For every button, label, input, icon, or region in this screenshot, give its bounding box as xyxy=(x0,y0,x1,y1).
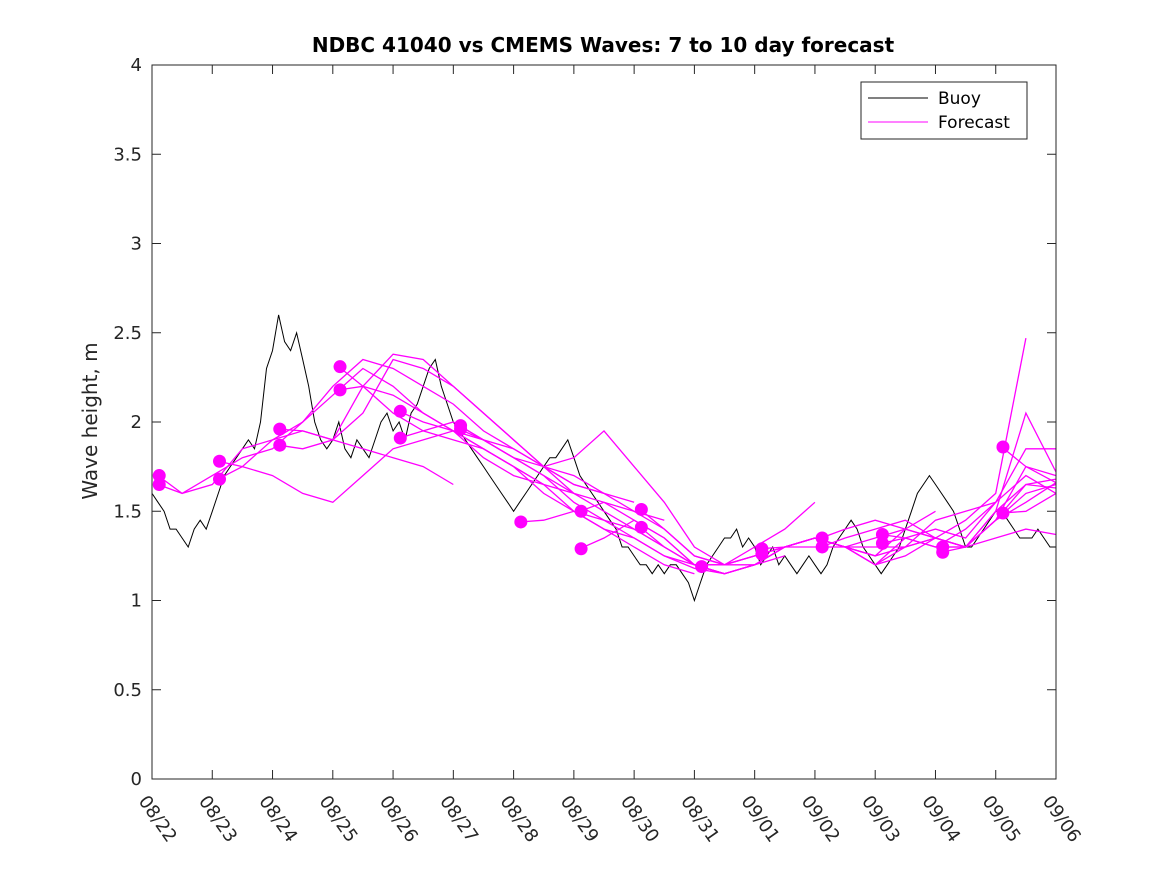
y-tick-label: 2 xyxy=(131,412,142,433)
y-tick-label: 4 xyxy=(131,55,142,76)
legend-forecast-label: Forecast xyxy=(938,113,1010,133)
forecast-series-line xyxy=(941,411,1057,548)
forecast-start-marker xyxy=(996,440,1010,454)
forecast-start-marker xyxy=(815,540,829,554)
y-tick-label: 1.5 xyxy=(113,501,142,522)
x-tick-label: 09/02 xyxy=(797,792,844,847)
y-tick-label: 0 xyxy=(131,769,142,790)
forecast-series-line xyxy=(760,528,1057,555)
x-tick-label: 08/25 xyxy=(315,792,362,847)
y-tick-label: 1 xyxy=(131,591,142,612)
x-tick-label: 08/23 xyxy=(194,792,241,847)
forecast-start-marker xyxy=(273,438,287,452)
forecast-start-marker xyxy=(152,469,166,483)
forecast-start-marker xyxy=(212,454,226,468)
x-tick-label: 08/26 xyxy=(375,792,422,847)
forecast-start-marker xyxy=(755,547,769,561)
forecast-series-line xyxy=(941,483,1057,553)
x-tick-label: 08/28 xyxy=(496,792,543,847)
forecast-start-marker xyxy=(695,560,709,574)
x-tick-label: 09/04 xyxy=(917,792,964,847)
forecast-start-marker xyxy=(152,477,166,491)
x-tick-label: 09/01 xyxy=(737,792,784,847)
forecast-series-line xyxy=(157,367,544,495)
legend-box xyxy=(860,81,1028,140)
x-tick-label: 08/22 xyxy=(134,792,181,847)
forecast-series-line xyxy=(1001,446,1057,477)
x-tick-label: 09/06 xyxy=(1038,792,1085,847)
forecast-series-line xyxy=(278,353,665,521)
x-tick-label: 09/03 xyxy=(857,792,904,847)
forecast-start-marker xyxy=(333,360,347,374)
y-axis-label: Wave height, m xyxy=(78,342,102,499)
y-tick-label: 0.5 xyxy=(113,680,142,701)
forecast-start-marker xyxy=(273,422,287,436)
marker-layer xyxy=(152,360,1010,574)
forecast-start-marker xyxy=(514,515,528,529)
plot-area xyxy=(151,64,1057,780)
forecast-start-marker xyxy=(634,520,648,534)
y-tick-label: 3.5 xyxy=(113,144,142,165)
forecast-start-marker xyxy=(574,504,588,518)
x-tick-label: 08/24 xyxy=(254,792,301,847)
forecast-start-marker xyxy=(393,431,407,445)
forecast-series-line xyxy=(820,465,1057,548)
forecast-start-marker xyxy=(875,536,889,550)
y-axis: 0 0.5 1 1.5 2 2.5 3 3.5 4 xyxy=(113,55,1056,790)
forecast-start-marker xyxy=(936,545,950,559)
legend: Buoy Forecast xyxy=(860,81,1028,140)
x-tick-label: 09/05 xyxy=(978,792,1025,847)
forecast-start-marker xyxy=(212,472,226,486)
x-tick-label: 08/27 xyxy=(435,792,482,847)
y-tick-label: 2.5 xyxy=(113,323,142,344)
x-tick-label: 08/31 xyxy=(676,792,723,847)
x-tick-label: 08/29 xyxy=(556,792,603,847)
forecast-start-marker xyxy=(875,527,889,541)
forecast-start-marker xyxy=(393,404,407,418)
forecast-start-marker xyxy=(634,502,648,516)
forecast-start-marker xyxy=(454,422,468,436)
chart-title: NDBC 41040 vs CMEMS Waves: 7 to 10 day f… xyxy=(312,33,895,57)
forecast-start-marker xyxy=(996,506,1010,520)
forecast-series-line xyxy=(1001,492,1057,514)
legend-buoy-label: Buoy xyxy=(938,89,981,109)
forecast-start-marker xyxy=(815,531,829,545)
y-tick-label: 3 xyxy=(131,234,142,255)
x-tick-label: 08/30 xyxy=(616,792,663,847)
forecast-start-marker xyxy=(333,383,347,397)
forecast-start-marker xyxy=(574,542,588,556)
plot-background xyxy=(152,65,1056,779)
